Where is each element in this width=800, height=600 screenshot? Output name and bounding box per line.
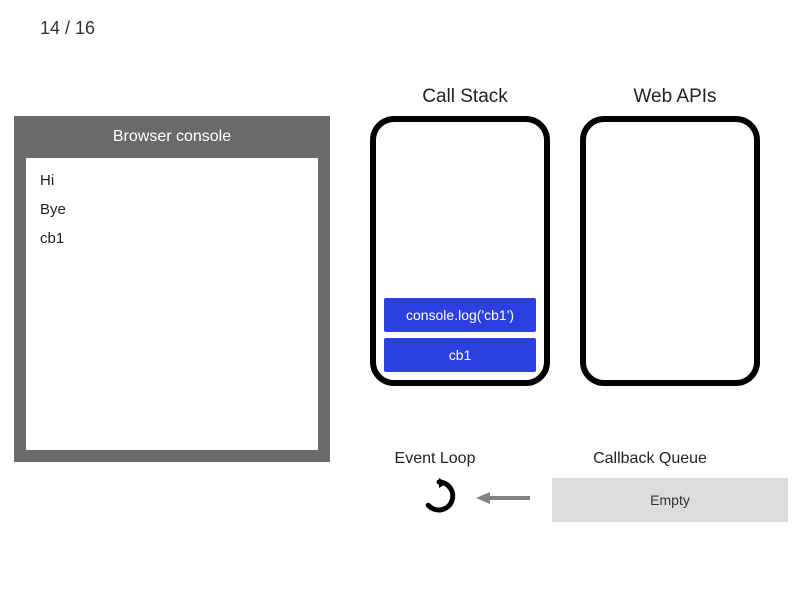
callback-queue-box: Empty: [552, 478, 788, 522]
web-apis-box: [580, 116, 760, 386]
event-loop-label: Event Loop: [370, 450, 500, 468]
web-apis-label: Web APIs: [590, 86, 760, 108]
page-counter: 14 / 16: [40, 18, 95, 39]
call-stack-box: cb1 console.log('cb1'): [370, 116, 550, 386]
event-loop-icon: [421, 478, 457, 514]
stack-frame: console.log('cb1'): [384, 298, 536, 332]
call-stack-frames: cb1 console.log('cb1'): [384, 298, 536, 372]
stack-frame: cb1: [384, 338, 536, 372]
browser-console-body: Hi Bye cb1: [26, 158, 318, 450]
diagram-canvas: 14 / 16 Browser console Hi Bye cb1 Call …: [0, 0, 800, 600]
browser-console: Browser console Hi Bye cb1: [14, 116, 330, 462]
callback-queue-label: Callback Queue: [550, 450, 750, 468]
browser-console-title: Browser console: [14, 116, 330, 158]
call-stack-label: Call Stack: [380, 86, 550, 108]
console-line: Hi: [40, 172, 304, 189]
callback-queue-content: Empty: [650, 492, 690, 508]
console-line: Bye: [40, 201, 304, 218]
console-line: cb1: [40, 230, 304, 247]
arrow-left-icon: [476, 491, 532, 505]
